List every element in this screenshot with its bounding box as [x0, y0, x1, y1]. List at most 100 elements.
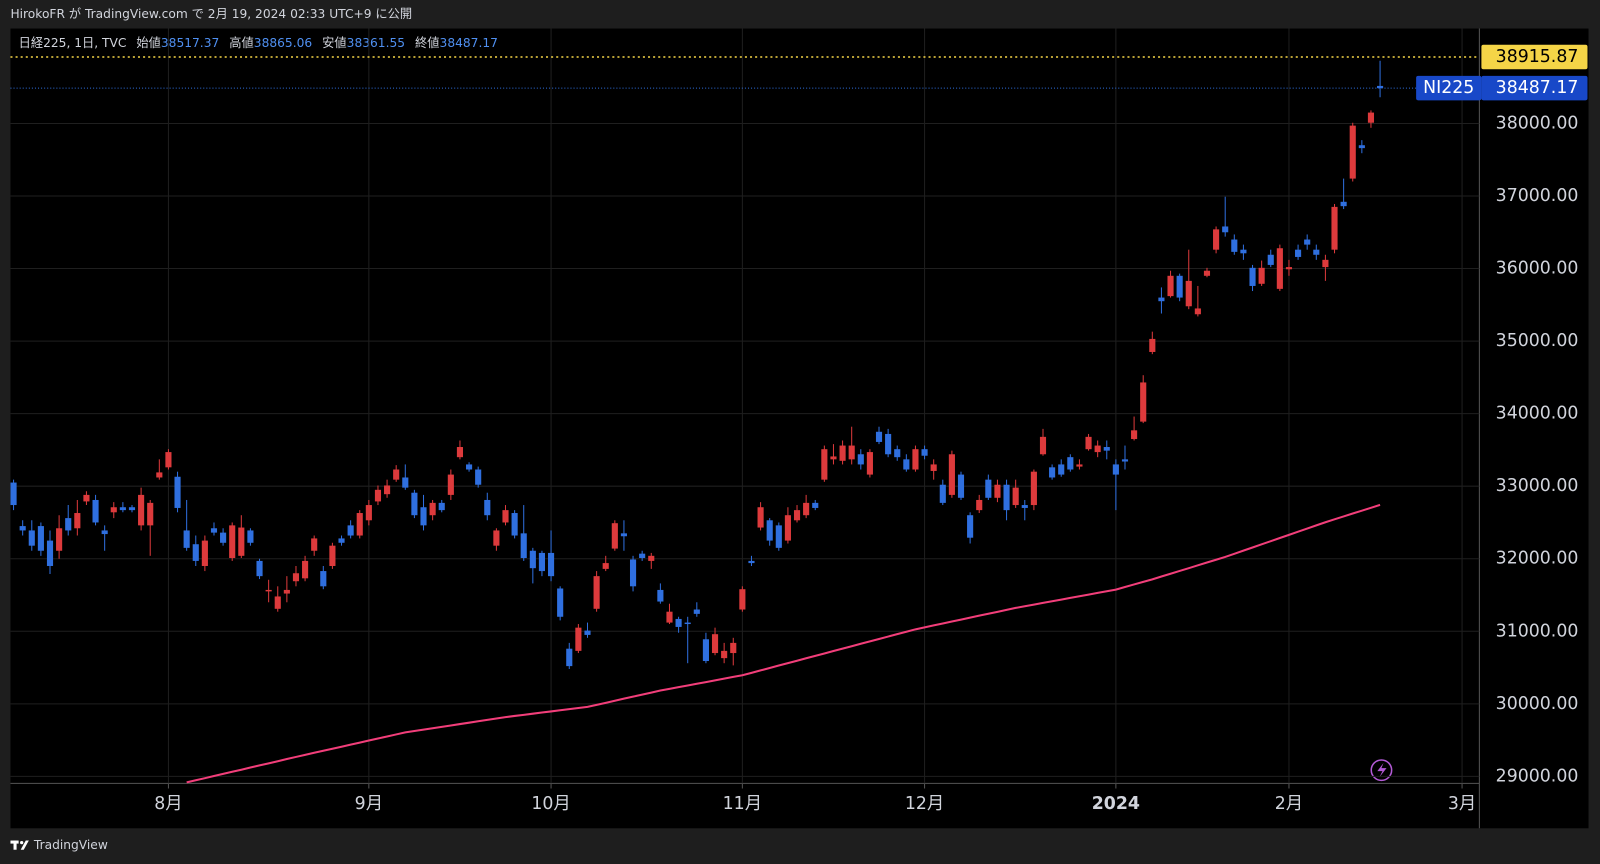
candle-body	[976, 499, 983, 511]
candle-body	[138, 494, 145, 526]
candle-body	[447, 474, 454, 495]
candle-body	[948, 454, 955, 495]
candle-body	[1149, 338, 1156, 352]
legend-value: 38865.06	[254, 35, 313, 49]
candle-body	[1049, 467, 1056, 478]
candle-body	[1012, 487, 1019, 506]
candle-body	[693, 609, 700, 614]
candle-body	[329, 545, 336, 566]
candle-body	[1258, 267, 1265, 284]
candle-body	[1249, 267, 1256, 286]
candle-body	[857, 454, 864, 465]
candle-body	[1276, 248, 1283, 289]
candle-body	[356, 513, 363, 536]
candle-body	[529, 550, 536, 569]
candle-body	[520, 533, 527, 559]
candle-body	[393, 469, 400, 480]
candle-body	[274, 596, 281, 609]
candle-body	[557, 588, 564, 617]
candle-body	[666, 611, 673, 623]
legend: 日経225, 1日, TVC 始値38517.37 高値38865.06 安値3…	[19, 34, 498, 49]
lightning-icon	[1370, 759, 1393, 782]
candle-body	[967, 515, 974, 538]
candle-body	[247, 530, 254, 543]
candle-body	[1367, 112, 1375, 123]
last-price-label: 38487.17	[1496, 78, 1579, 98]
x-tick-label: 10月	[531, 794, 570, 814]
candle-body	[1067, 457, 1074, 470]
y-tick-label: 34000.00	[1496, 404, 1579, 424]
candle-body	[1094, 445, 1101, 453]
moving-average	[186, 503, 1381, 784]
candle-body	[1131, 430, 1138, 440]
x-tick-label: 3月	[1448, 794, 1476, 814]
candle-body	[803, 502, 810, 516]
candle-body	[885, 433, 892, 455]
candle-body	[784, 515, 791, 541]
candle-body	[1349, 125, 1356, 179]
candle-body	[702, 639, 709, 662]
candle-body	[957, 474, 965, 498]
y-tick-label: 32000.00	[1496, 549, 1579, 569]
candle-body	[265, 589, 272, 592]
candle-body	[894, 449, 901, 458]
candle-body	[56, 528, 63, 551]
candle-body	[1285, 267, 1293, 270]
candle-body	[994, 484, 1001, 498]
brand-logo	[10, 840, 29, 850]
candle-body	[1030, 471, 1037, 506]
candle-body	[119, 507, 126, 511]
y-tick-label: 36000.00	[1496, 259, 1579, 279]
candle-body	[830, 456, 837, 460]
ticker-tag	[1416, 75, 1482, 101]
candle-body	[985, 479, 992, 498]
candle-body	[229, 525, 236, 559]
candle-body	[128, 507, 136, 511]
candle-body	[46, 540, 54, 566]
candle-body	[429, 502, 436, 516]
candle-body	[19, 526, 26, 531]
candle-body	[183, 530, 190, 548]
candle-body	[1203, 270, 1211, 276]
last-price-tag	[1481, 75, 1588, 101]
candle-body	[584, 630, 591, 635]
y-tick-label: 35000.00	[1496, 331, 1579, 351]
candle-body	[338, 538, 345, 543]
candle-body	[1140, 382, 1147, 422]
candle-body	[1377, 85, 1384, 89]
candle-body	[110, 507, 117, 513]
candle-body	[374, 489, 382, 502]
candle-body	[757, 507, 764, 528]
candle-body	[1121, 459, 1129, 462]
candle-body	[593, 576, 600, 609]
candle-body	[684, 622, 691, 625]
candle-body	[511, 513, 518, 536]
legend-symbol: 日経225, 1日, TVC	[19, 35, 127, 49]
candle-body	[320, 571, 327, 587]
candle-body	[611, 523, 618, 549]
candle-body	[821, 449, 828, 480]
candle-body	[748, 560, 755, 564]
candle-body	[575, 627, 582, 651]
candle-body	[83, 494, 90, 502]
candle-body	[1295, 249, 1302, 257]
candle-body	[1194, 308, 1201, 315]
candle-body	[848, 445, 855, 460]
candle-body	[466, 464, 473, 470]
candle-body	[220, 532, 227, 543]
candle-body	[921, 449, 928, 456]
price-line-label: 38915.87	[1496, 47, 1579, 67]
candle-body	[456, 447, 464, 458]
x-tick-label: 11月	[723, 794, 762, 814]
candle-body	[657, 589, 664, 602]
candle-body	[602, 563, 609, 569]
candle-body	[156, 472, 163, 478]
y-tick-label: 37000.00	[1496, 186, 1579, 206]
candle-body	[101, 530, 108, 535]
candle-body	[766, 520, 773, 541]
legend-value: 38487.17	[440, 35, 498, 49]
candle-body	[302, 560, 309, 579]
candle-body	[292, 573, 300, 582]
candle-body	[730, 642, 737, 654]
candle-body	[1267, 254, 1274, 265]
